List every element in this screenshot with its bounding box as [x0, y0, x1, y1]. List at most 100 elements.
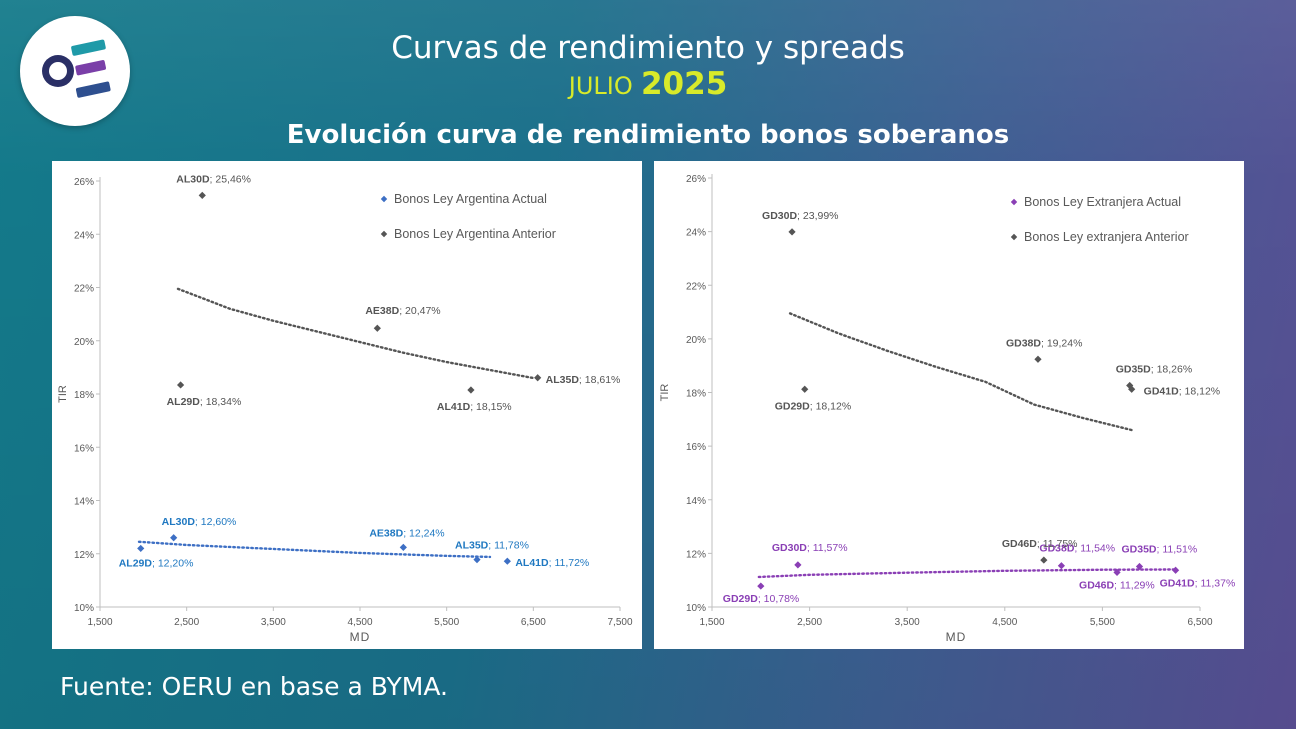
data-label-al41d: AL41D; 11,72%	[515, 557, 589, 569]
data-label-value: 25,46%	[215, 173, 251, 185]
data-label-value: 12,60%	[201, 516, 237, 528]
y-axis-title: TIR	[57, 385, 69, 403]
data-label-gd41d: GD41D; 18,12%	[1144, 385, 1220, 397]
y-tick-label: 24%	[686, 228, 706, 239]
data-label-value: 12,20%	[158, 557, 194, 569]
trendline-series-1	[788, 312, 1133, 432]
x-tick-label: 3,500	[895, 617, 920, 628]
legend-label: Bonos Ley Extranjera Actual	[1024, 195, 1181, 209]
trendline-series-0	[757, 568, 1177, 579]
legend-label: Bonos Ley Argentina Anterior	[394, 227, 556, 241]
data-point-al35d	[534, 374, 542, 382]
period: JULIO 2025	[0, 66, 1296, 102]
data-point-al29d	[177, 381, 185, 389]
data-point-al35d	[473, 556, 481, 564]
data-label-code: GD46D	[1079, 579, 1114, 591]
data-point-gd38d	[1057, 562, 1066, 570]
data-label-value: 23,99%	[803, 210, 839, 222]
data-label-value: 18,34%	[206, 396, 242, 408]
data-point-ae38d	[399, 543, 407, 551]
data-label-code: AL41D	[515, 557, 549, 569]
data-label-gd30d: GD30D; 11,57%	[772, 542, 848, 554]
y-tick-label: 18%	[74, 390, 94, 401]
y-tick-label: 14%	[74, 497, 94, 508]
x-tick-label: 4,500	[992, 617, 1017, 628]
data-label-al41d: AL41D; 18,15%	[437, 401, 512, 413]
x-tick-label: 2,500	[174, 617, 199, 628]
data-point-al30d	[170, 534, 178, 542]
chart-panel-ley-extranjera: 10% 12% 14% 16% 18% 20% 22% 24% 26% 1,500 2,500 3,5…	[654, 161, 1244, 649]
data-label-value: 18,12%	[1185, 385, 1221, 397]
data-label-code: GD41D	[1144, 385, 1179, 397]
data-label-code: GD35D	[1116, 364, 1151, 376]
y-tick-label: 22%	[686, 281, 706, 292]
y-tick-label: 22%	[74, 284, 94, 295]
data-label-value: 11,75%	[1043, 538, 1078, 550]
x-tick-label: 1,500	[699, 617, 724, 628]
data-label-code: AL35D	[546, 374, 580, 386]
data-point-gd29d	[757, 582, 765, 590]
x-tick-label: 5,500	[1090, 617, 1115, 628]
x-axis-title: MD	[350, 630, 371, 644]
data-label-ae38d: AE38D; 12,24%	[369, 527, 444, 539]
x-axis-title: MD	[946, 630, 967, 644]
data-label-value: 12,24%	[409, 527, 445, 539]
data-label-code: AE38D	[365, 305, 399, 317]
y-tick-label: 10%	[74, 603, 94, 614]
data-label-value: 20,47%	[405, 305, 441, 317]
y-tick-label: 26%	[686, 174, 706, 185]
y-tick-label: 20%	[74, 337, 94, 348]
chart-panel-ley-argentina: 10% 12% 14% 16% 18% 20% 22% 24% 26% 1,500 2,500 3,5…	[52, 161, 642, 649]
data-point-gd41d	[1172, 566, 1180, 574]
data-label-gd41d: GD41D; 11,37%	[1160, 577, 1236, 589]
data-label-code: AL29D	[167, 396, 201, 408]
data-point-gd38d	[1034, 355, 1042, 363]
data-label-value: 11,54%	[1080, 543, 1115, 555]
legend-marker	[380, 195, 388, 203]
trendline-series-1	[176, 287, 535, 380]
data-label-gd29d: GD29D; 18,12%	[775, 400, 851, 412]
x-tick-label: 3,500	[261, 617, 286, 628]
data-label-gd35d: GD35D; 18,26%	[1116, 364, 1192, 376]
data-label-al35d: AL35D; 11,78%	[455, 540, 529, 552]
data-label-value: 11,72%	[554, 557, 589, 569]
data-label-code: AL41D	[437, 401, 471, 413]
data-point-gd46d	[1040, 556, 1048, 564]
data-label-code: GD46D	[1002, 538, 1037, 550]
data-point-al29d	[137, 544, 145, 553]
legend-label: Bonos Ley extranjera Anterior	[1024, 230, 1189, 244]
legend-marker	[1010, 198, 1018, 206]
data-point-gd41d	[1128, 385, 1136, 393]
data-label-code: AL30D	[162, 516, 196, 528]
data-label-code: AL35D	[455, 540, 489, 552]
data-point-ae38d	[373, 324, 381, 332]
x-tick-label: 4,500	[347, 617, 372, 628]
data-label-gd38d: GD38D; 11,54%	[1039, 543, 1115, 555]
data-point-al41d	[467, 386, 475, 394]
data-label-gd38d: GD38D; 19,24%	[1006, 337, 1082, 349]
data-label-gd29d: GD29D; 10,78%	[723, 593, 799, 605]
data-label-code: GD30D	[762, 210, 797, 222]
y-tick-label: 26%	[74, 177, 94, 188]
chart-ley-extranjera: 10% 12% 14% 16% 18% 20% 22% 24% 26% 1,500 2,500 3,5…	[659, 174, 1236, 644]
data-label-value: 11,78%	[494, 540, 529, 552]
y-axis-title: TIR	[659, 384, 671, 402]
data-label-code: AL29D	[119, 557, 153, 569]
data-label-al29d: AL29D; 12,20%	[119, 557, 194, 569]
data-label-value: 18,12%	[816, 400, 852, 412]
data-label-code: GD30D	[772, 542, 807, 554]
legend-label: Bonos Ley Argentina Actual	[394, 192, 547, 206]
data-point-gd30d	[788, 228, 796, 236]
data-label-value: 19,24%	[1047, 337, 1083, 349]
data-label-code: GD29D	[723, 593, 758, 605]
legend-marker	[380, 230, 388, 238]
data-label-code: GD35D	[1121, 544, 1156, 556]
data-point-gd30d	[794, 561, 802, 569]
data-label-gd30d: GD30D; 23,99%	[762, 210, 838, 222]
data-label-al30d: AL30D; 12,60%	[162, 516, 237, 528]
legend-marker	[1010, 233, 1018, 241]
y-tick-label: 24%	[74, 230, 94, 241]
data-label-ae38d: AE38D; 20,47%	[365, 305, 440, 317]
data-label-al35d: AL35D; 18,61%	[546, 374, 621, 386]
logo-icon	[42, 39, 111, 98]
